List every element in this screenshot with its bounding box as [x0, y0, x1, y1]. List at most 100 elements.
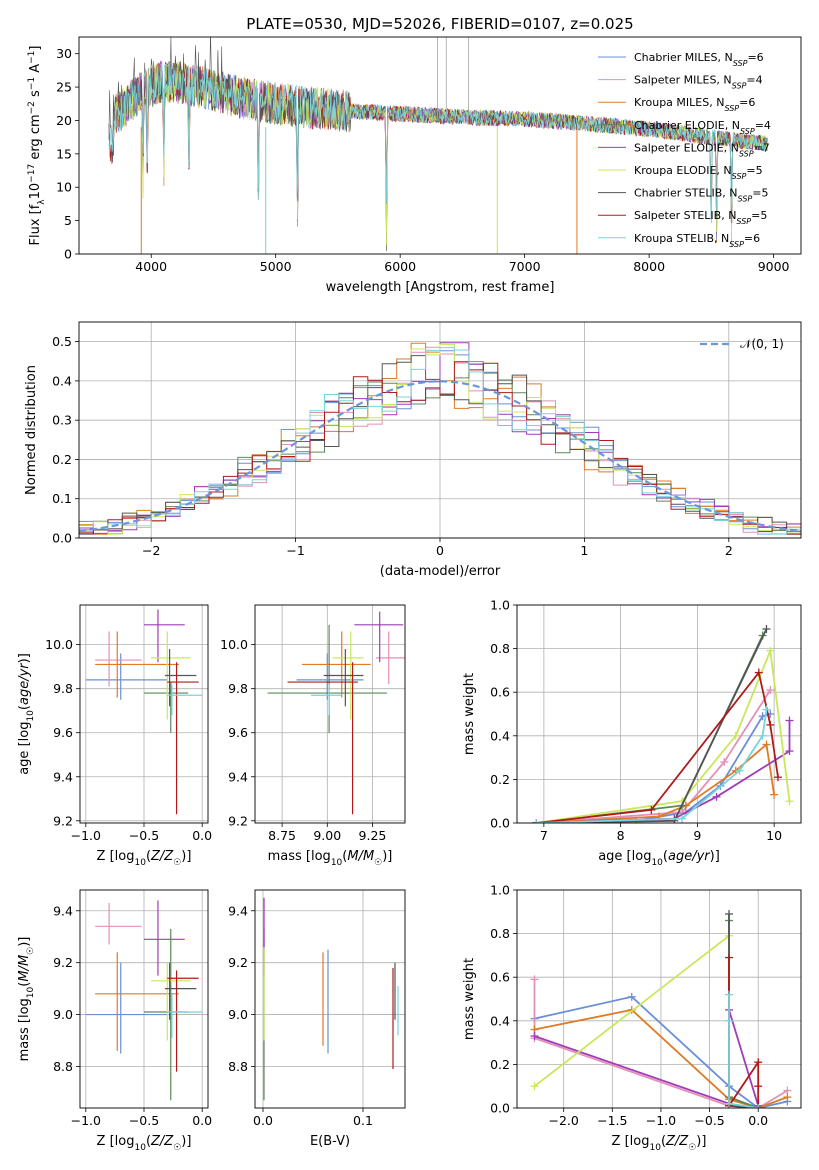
y-tick-label: 9.2	[228, 813, 248, 828]
weight-line	[728, 920, 759, 1108]
legend-label: Kroupa STELIB, NSSP=6	[634, 232, 760, 249]
x-tick-label: −0.5	[129, 828, 159, 843]
errorbar-point	[167, 662, 199, 815]
x-axis-label: wavelength [Angstrom, rest frame]	[326, 280, 555, 295]
weight-line	[728, 994, 759, 1108]
x-axis-label: E(B-V)	[310, 1134, 350, 1149]
axes-mass_weight_vs_age: 7 8 9 10 0.0 0.2 0.4 0.6 0.8 1.0 mass weight age [l…	[462, 598, 802, 868]
y-tick-label: 8.8	[53, 1059, 73, 1074]
plot-area-age_vs_mass	[267, 611, 405, 815]
x-tick-label: −1.5	[597, 1113, 627, 1128]
errorbar-point	[287, 662, 359, 815]
y-tick-label: 9.2	[228, 955, 248, 970]
axes-frame	[516, 889, 802, 1109]
spectrum-line	[113, 60, 768, 240]
axes-frame	[516, 604, 802, 824]
y-tick-label: 9.6	[228, 725, 248, 740]
y-tick-label: 9.4	[53, 903, 73, 918]
y-tick-label: 10.0	[220, 637, 248, 652]
x-tick-label: 7000	[509, 259, 541, 274]
errorbar-point	[95, 952, 179, 1051]
y-axis-label: mass weight	[462, 958, 477, 1040]
errorbar-point	[167, 993, 203, 1038]
errorbar-point	[95, 902, 142, 945]
weight-line	[728, 957, 760, 1108]
figure-title: PLATE=0530, MJD=52026, FIBERID=0107, z=0…	[246, 15, 633, 33]
errorbar-point	[95, 631, 179, 698]
axes-age_vs_mass: 8.75 9.00 9.25 9.2 9.4 9.6 9.8 10.0 mass [log10(…	[220, 604, 406, 868]
y-axis-label: mass weight	[462, 673, 477, 755]
errorbar-point	[95, 631, 142, 687]
y-tick-label: 0.4	[52, 373, 72, 388]
y-tick-label: 0.8	[490, 926, 510, 941]
axes-frame	[254, 889, 406, 1109]
x-tick-label: −1.0	[71, 1113, 101, 1128]
plot-area-residuals	[79, 342, 801, 535]
x-tick-label: 5000	[260, 259, 292, 274]
y-tick-label: 9.8	[53, 681, 73, 696]
errorbar-point	[354, 611, 404, 663]
y-tick-label: 9.4	[228, 903, 248, 918]
x-tick-label: 9000	[758, 259, 790, 274]
y-tick-label: 9.8	[228, 681, 248, 696]
x-tick-label: 9.25	[359, 828, 387, 843]
x-tick-label: −2	[142, 543, 160, 558]
x-tick-label: −1.0	[71, 828, 101, 843]
x-tick-label: 9.00	[313, 828, 341, 843]
x-axis-label: (data-model)/error	[380, 564, 501, 579]
x-axis-label: Z [log10(Z/Z☉)]	[612, 1134, 707, 1153]
x-tick-label: 6000	[384, 259, 416, 274]
spectrum-line	[108, 37, 768, 224]
y-tick-label: 0.8	[490, 641, 510, 656]
legend-label: Kroupa ELODIE, NSSP=5	[634, 164, 763, 181]
y-tick-label: 0.6	[490, 685, 510, 700]
legend-label: Salpeter STELIB, NSSP=5	[634, 209, 767, 226]
x-tick-label: 2	[725, 543, 733, 558]
y-tick-label: 20	[56, 113, 72, 128]
errorbar-point	[164, 649, 197, 707]
weight-line	[536, 670, 779, 823]
residual-histogram	[79, 347, 801, 535]
y-tick-label: 1.0	[490, 598, 510, 613]
x-tick-label: 9	[693, 828, 701, 843]
legend-label: Chabrier ELODIE, NSSP=4	[634, 119, 771, 136]
errorbar-point	[323, 649, 364, 707]
y-tick-label: 0.2	[52, 452, 72, 467]
x-tick-label: −0.5	[129, 1113, 159, 1128]
axes-frame	[254, 604, 406, 824]
y-tick-label: 5	[64, 213, 72, 228]
plot-area-mass_weight_vs_Z	[530, 909, 792, 1108]
x-axis-label: Z [log10(Z/Z☉)]	[97, 1134, 192, 1153]
y-tick-label: 0.0	[52, 531, 72, 546]
x-tick-label: 8000	[633, 259, 665, 274]
y-tick-label: 9.4	[228, 769, 248, 784]
legend-label: Chabrier MILES, NSSP=6	[634, 51, 764, 68]
errorbar-point	[85, 962, 168, 1054]
y-tick-label: 0.1	[52, 491, 72, 506]
legend-label: Kroupa MILES, NSSP=6	[634, 96, 755, 113]
y-tick-label: 15	[56, 146, 72, 161]
axes-spectrum: 4000 5000 6000 7000 8000 9000 0 5 10 15 20 25 30 wave…	[27, 36, 802, 295]
plot-area-spectrum	[108, 37, 768, 254]
residual-histogram	[79, 355, 801, 535]
axes-mass_vs_ebv: 0.0 0.1 8.8 9.0 9.2 9.4 E(B-V)	[228, 889, 406, 1149]
errorbar-point	[376, 631, 405, 685]
gaussian-reference-curve	[79, 380, 801, 533]
errorbar-point	[144, 682, 189, 733]
axes-mass_vs_Z: −1.0 −0.5 0.0 8.8 9.0 9.2 9.4 Z [log10(Z/Z☉)] ma…	[17, 889, 212, 1153]
x-tick-label: 0.0	[253, 1113, 273, 1128]
errorbar-point	[311, 684, 342, 716]
residuals-legend: 𝒩(0, 1)	[700, 337, 784, 351]
y-tick-label: 9.0	[53, 1007, 73, 1022]
x-tick-label: 0.0	[192, 1113, 212, 1128]
y-tick-label: 0.4	[490, 1013, 510, 1028]
y-tick-label: 10	[56, 180, 72, 195]
y-tick-label: 9.0	[228, 1007, 248, 1022]
y-tick-label: 0.5	[52, 334, 72, 349]
errorbar-point	[167, 970, 199, 1072]
errorbar-point	[144, 609, 185, 663]
x-tick-label: 0	[436, 543, 444, 558]
x-tick-label: 7	[540, 828, 548, 843]
y-tick-label: 0.2	[490, 772, 510, 787]
